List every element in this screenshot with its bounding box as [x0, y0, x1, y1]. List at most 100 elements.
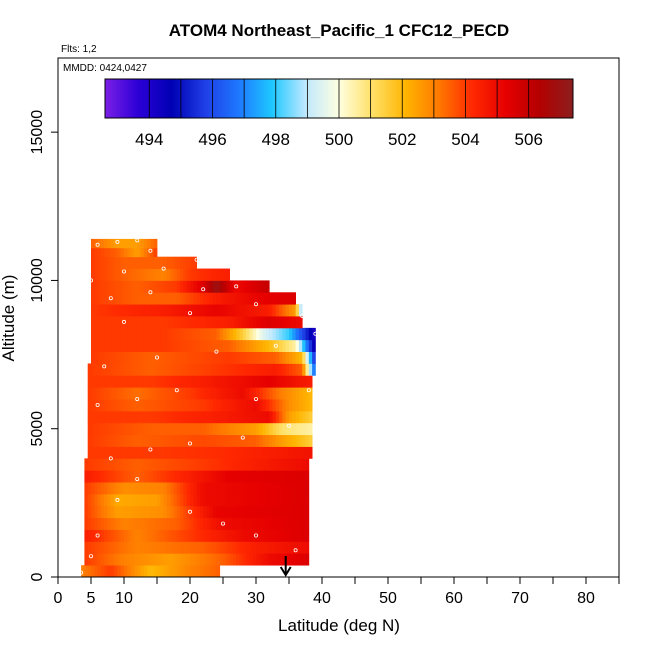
heat-cell [153, 517, 158, 530]
heat-cell [226, 339, 230, 352]
heat-cell [160, 541, 164, 554]
heat-cell [97, 410, 102, 424]
heat-cell [163, 493, 168, 507]
heat-cell [114, 339, 118, 352]
heat-cell [305, 422, 310, 436]
heat-cell [160, 446, 164, 459]
heat-cell [305, 446, 310, 459]
heat-cell [256, 517, 260, 530]
heat-cell [100, 541, 105, 554]
sample-point [89, 278, 94, 283]
heat-cell [249, 410, 254, 424]
heat-cell [186, 256, 191, 269]
heat-cell [140, 422, 145, 436]
heat-cell [100, 553, 105, 566]
heat-cell [236, 541, 240, 554]
heat-cell [206, 422, 211, 436]
heat-cell [183, 565, 188, 578]
heat-cell [265, 410, 270, 424]
heat-cell [199, 458, 204, 471]
heat-cell [285, 363, 290, 376]
heat-cell [305, 410, 310, 424]
heat-cell [180, 470, 184, 483]
heat-cell [160, 410, 164, 424]
heat-cell [137, 351, 141, 364]
heat-cell [137, 375, 141, 388]
heat-cell [97, 256, 102, 269]
heat-cell [190, 256, 194, 269]
heat-cell [130, 565, 135, 578]
sample-point [115, 497, 120, 502]
heat-cell [130, 529, 135, 542]
heat-cell [87, 553, 92, 566]
heat-cell [104, 256, 108, 269]
heat-cell [282, 505, 287, 519]
heat-cell [196, 493, 201, 507]
heat-cell [150, 482, 155, 495]
heat-cell [180, 553, 184, 566]
heat-cell [87, 387, 92, 400]
heat-cell [199, 304, 204, 317]
heat-cell [124, 565, 128, 578]
heat-cell [196, 541, 201, 554]
heat-cell [117, 351, 122, 364]
heat-cell [252, 434, 257, 447]
heat-cell [302, 339, 306, 352]
heat-cell [302, 493, 306, 507]
heat-cell [246, 339, 250, 352]
heat-cell [110, 470, 115, 483]
heat-cell [279, 375, 283, 388]
heat-cell [265, 517, 270, 530]
heat-cell [166, 541, 171, 554]
heat-cell [107, 268, 112, 281]
heat-cell [206, 280, 211, 293]
heat-cell [206, 529, 211, 542]
heat-cell [100, 482, 105, 495]
heat-cell [153, 458, 158, 471]
heat-cell [180, 458, 184, 471]
sample-point [201, 287, 206, 292]
heat-cell [110, 565, 115, 578]
heat-cell [176, 399, 181, 412]
heat-cell [97, 565, 102, 578]
heat-cell [275, 505, 280, 519]
heat-cell [213, 292, 217, 305]
heat-cell [120, 446, 125, 459]
heat-cell [160, 470, 164, 483]
heat-cell [110, 422, 115, 436]
heat-cell [199, 399, 204, 412]
heat-cell [173, 363, 178, 376]
heat-cell [242, 387, 247, 400]
heat-cell [209, 292, 214, 305]
heat-cell [117, 268, 122, 281]
heat-cell [219, 387, 224, 400]
heat-cell [180, 292, 184, 305]
heat-cell [193, 553, 197, 566]
heat-cell [170, 446, 174, 459]
heat-cell [272, 493, 277, 507]
heat-cell [226, 268, 230, 281]
heat-cell [232, 363, 237, 376]
heat-cell [223, 316, 227, 329]
heat-cell [249, 422, 254, 436]
heat-cell [110, 316, 115, 329]
heat-cell [259, 351, 263, 364]
sample-points [79, 238, 318, 575]
heat-cell [163, 410, 168, 424]
heat-cell [163, 399, 168, 412]
heat-cell [147, 470, 151, 483]
heat-cell [117, 458, 122, 471]
heat-cell [120, 482, 125, 495]
heat-cell [166, 399, 171, 412]
y-axis-label: Altitude (m) [0, 275, 18, 362]
heat-cell [302, 351, 306, 364]
heat-cell [209, 375, 214, 388]
heat-cell [196, 422, 201, 436]
heat-cell [124, 375, 128, 388]
heat-cell [256, 505, 260, 519]
heat-cell [117, 247, 122, 258]
heat-cell [173, 434, 178, 447]
heat-cell [262, 482, 267, 495]
heat-cell [282, 351, 287, 364]
heat-cell [282, 458, 287, 471]
